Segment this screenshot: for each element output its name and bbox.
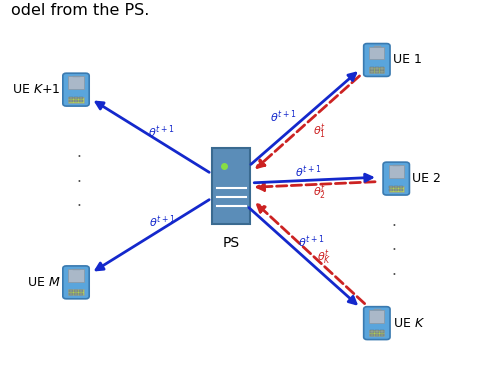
FancyBboxPatch shape	[394, 186, 398, 188]
FancyBboxPatch shape	[380, 334, 384, 336]
FancyBboxPatch shape	[389, 165, 404, 178]
FancyBboxPatch shape	[69, 293, 73, 295]
FancyBboxPatch shape	[68, 269, 83, 282]
FancyBboxPatch shape	[68, 76, 83, 89]
FancyBboxPatch shape	[79, 290, 83, 292]
FancyBboxPatch shape	[68, 289, 83, 295]
FancyBboxPatch shape	[74, 100, 78, 102]
FancyBboxPatch shape	[369, 330, 384, 336]
FancyBboxPatch shape	[380, 330, 384, 333]
Text: UE $K$: UE $K$	[393, 317, 425, 330]
FancyBboxPatch shape	[69, 290, 73, 292]
FancyBboxPatch shape	[375, 330, 379, 333]
Text: $\theta_1^t$: $\theta_1^t$	[313, 122, 326, 141]
FancyBboxPatch shape	[364, 44, 390, 76]
Text: UE $M$: UE $M$	[27, 276, 60, 289]
Text: ·
·
·: · · ·	[391, 219, 396, 283]
FancyBboxPatch shape	[380, 70, 384, 73]
Text: $\theta^{t+1}$: $\theta^{t+1}$	[295, 164, 322, 180]
FancyBboxPatch shape	[383, 162, 410, 195]
FancyBboxPatch shape	[375, 67, 379, 70]
FancyBboxPatch shape	[369, 310, 384, 323]
FancyBboxPatch shape	[370, 70, 373, 73]
FancyBboxPatch shape	[74, 293, 78, 295]
Text: $\theta_2^t$: $\theta_2^t$	[313, 183, 326, 202]
FancyBboxPatch shape	[364, 307, 390, 340]
FancyBboxPatch shape	[63, 73, 89, 106]
FancyBboxPatch shape	[370, 67, 373, 70]
FancyBboxPatch shape	[63, 266, 89, 299]
Text: $\theta^{t+1}$: $\theta^{t+1}$	[298, 234, 325, 250]
FancyBboxPatch shape	[79, 97, 83, 99]
FancyBboxPatch shape	[79, 100, 83, 102]
FancyBboxPatch shape	[369, 67, 384, 73]
Text: UE $K$+1: UE $K$+1	[12, 83, 60, 96]
FancyBboxPatch shape	[69, 97, 73, 99]
FancyBboxPatch shape	[375, 70, 379, 73]
Text: PS: PS	[223, 236, 240, 250]
FancyBboxPatch shape	[212, 148, 250, 224]
FancyBboxPatch shape	[400, 189, 403, 191]
Text: $\theta_K^t$: $\theta_K^t$	[318, 248, 332, 267]
FancyBboxPatch shape	[389, 189, 393, 191]
FancyBboxPatch shape	[370, 334, 373, 336]
FancyBboxPatch shape	[370, 330, 373, 333]
FancyBboxPatch shape	[400, 186, 403, 188]
FancyBboxPatch shape	[389, 186, 393, 188]
FancyBboxPatch shape	[394, 189, 398, 191]
FancyBboxPatch shape	[369, 47, 384, 60]
Text: odel from the PS.: odel from the PS.	[10, 3, 149, 17]
Text: $\theta^{t+1}$: $\theta^{t+1}$	[149, 214, 176, 230]
FancyBboxPatch shape	[375, 334, 379, 336]
Text: UE 2: UE 2	[412, 172, 441, 185]
Text: ·
·
·: · · ·	[76, 150, 81, 214]
FancyBboxPatch shape	[389, 186, 404, 192]
FancyBboxPatch shape	[74, 290, 78, 292]
FancyBboxPatch shape	[68, 97, 83, 103]
Text: $\theta^{t+1}$: $\theta^{t+1}$	[148, 123, 174, 140]
Text: $\theta^{t+1}$: $\theta^{t+1}$	[270, 108, 297, 125]
FancyBboxPatch shape	[79, 293, 83, 295]
FancyBboxPatch shape	[69, 100, 73, 102]
Text: UE 1: UE 1	[393, 54, 421, 67]
FancyBboxPatch shape	[74, 97, 78, 99]
FancyBboxPatch shape	[380, 67, 384, 70]
